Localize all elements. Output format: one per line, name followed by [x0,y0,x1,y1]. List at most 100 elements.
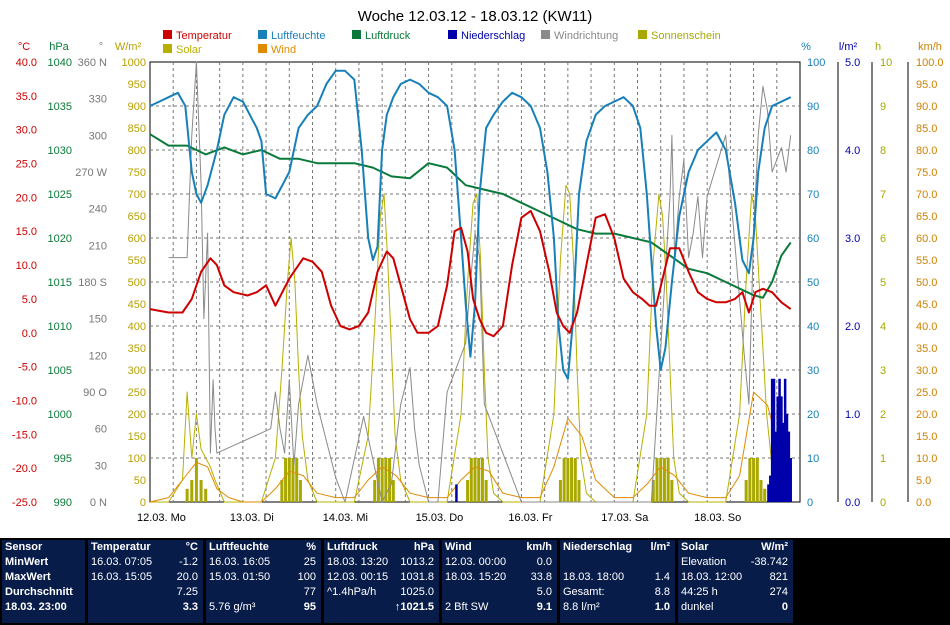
axis-tick-humidity: 60 [807,233,819,245]
axis-tick-temperature: 40.0 [16,57,37,69]
bar-sonnenschein [185,488,189,502]
axis-tick-solar: 150 [128,431,146,443]
x-tick-label: 15.03. Do [416,512,464,524]
stats-row [560,555,675,570]
series [149,61,792,503]
axis-unit-temperature: °C [18,41,30,53]
bar-niederschlag [776,396,779,502]
stats-rain-column: Niederschlag l/m² 18.03. 18:00 1.4 Gesamt:… [560,540,675,623]
x-axis-labels: 12.03. Mo 13.03. Di 14.03. Mi 15.03. Do 16.0… [137,512,741,524]
stats-row: Elevation -38.742 [681,556,788,568]
bar-sonnenschein [651,480,655,502]
bar-sonnenschein [755,458,759,502]
bar-sonnenschein [558,480,562,502]
axis-tick-rain: 2.0 [845,321,860,333]
bar-niederschlag [774,431,778,502]
legend-swatch [163,30,172,39]
axis-tick-sunshine: 9 [880,101,886,113]
axis-tick-solar: 50 [134,475,146,487]
stats-row: 77 [303,586,316,598]
axis-tick-sunshine: 8 [880,145,886,157]
axis-tick-solar: 1000 [122,57,146,69]
axis-tick-solar: 700 [128,189,146,201]
axis-tick-pressure: 1010 [48,321,72,333]
axis-tick-direction: 180 S [78,277,107,289]
stats-row: 18.03. 18:00 1.4 [563,571,670,583]
stats-row-current: dunkel 0 [681,601,788,613]
bar-sonnenschein [373,480,377,502]
stats-row-current: ↑1021.5 [394,601,434,613]
axis-tick-temperature: 10.0 [16,260,37,272]
stats-row: 18.03. 12:00 821 [681,571,788,583]
stats-header: Luftfeuchte% [209,541,316,553]
series-line-wind [149,391,792,503]
axis-tick-pressure: 1035 [48,101,72,113]
axis-tick-temperature: 25.0 [16,159,37,171]
axis-tick-direction: 30 [95,460,107,472]
axis-tick-solar: 750 [128,167,146,179]
bar-sonnenschein [480,458,484,502]
bar-sonnenschein [466,480,470,502]
bar-sonnenschein [763,488,767,502]
bar-sonnenschein [469,458,473,502]
bar-sonnenschein [284,458,288,502]
bar-sonnenschein [562,458,566,502]
axis-tick-solar: 400 [128,321,146,333]
bar-sonnenschein [298,480,302,502]
axis-unit-humidity: % [801,41,811,53]
axis-tick-solar: 100 [128,453,146,465]
bar-sonnenschein [190,480,194,502]
bar-sonnenschein [577,480,581,502]
bar-sonnenschein [655,458,659,502]
stats-row: 15.03. 01:50 100 [209,571,316,583]
legend-swatch [163,44,172,53]
bar-niederschlag [782,422,785,502]
stats-temperature-column: Temperatur °C 16.03. 07:05 -1.2 16.03. 15:… [88,540,203,623]
bar-sonnenschein [295,458,299,502]
axis-tick-wind: 20.0 [916,409,937,421]
axis-tick-direction: 360 N [78,57,107,69]
axis-tick-wind: 55.0 [916,255,937,267]
axis-unit-wind: km/h [918,41,942,53]
bar-niederschlag [783,378,787,502]
legend-label: Solar [176,44,202,56]
axis-tick-direction: 210 [89,240,107,252]
bar-sonnenschein [376,458,380,502]
axis-tick-direction: 270 W [75,167,107,179]
axis-tick-wind: 10.0 [916,453,937,465]
axis-tick-solar: 200 [128,409,146,421]
stats-label-avg: Durchschnitt [5,586,73,598]
axis-tick-wind: 30.0 [916,365,937,377]
axis-tick-humidity: 70 [807,189,819,201]
axis-tick-pressure: 1030 [48,145,72,157]
axis-tick-wind: 50.0 [916,277,937,289]
series-line-luftdruck [149,133,792,299]
x-tick-label: 18.03. So [694,512,741,524]
stats-row: Gesamt: 8.8 [563,586,670,598]
legend-label: Windrichtung [554,30,618,42]
axis-tick-wind: 95.0 [916,79,937,91]
legend-label: Sonnenschein [651,30,721,42]
bar-niederschlag [767,484,770,502]
grid [150,62,800,502]
axis-tick-solar: 900 [128,101,146,113]
axis-tick-rain: 0.0 [845,497,860,509]
stats-header: Solar W/m² [681,541,788,553]
axis-tick-humidity: 40 [807,321,819,333]
axis-unit-solar: W/m² [115,41,142,53]
x-tick-label: 17.03. Sa [601,512,649,524]
bar-sonnenschein [666,458,670,502]
bar-sonnenschein [473,458,477,502]
stats-label-current: 18.03. 23:00 [5,601,67,613]
axis-tick-wind: 40.0 [916,321,937,333]
axis-tick-pressure: 1025 [48,189,72,201]
stats-header: Niederschlag l/m² [563,541,670,553]
axis-tick-rain: 3.0 [845,233,860,245]
axis-tick-sunshine: 5 [880,277,886,289]
axis-tick-solar: 650 [128,211,146,223]
stats-header: Temperatur °C [91,541,198,553]
stats-row: ^1.4hPa/h 1025.0 [327,586,434,598]
bar-sonnenschein [662,458,666,502]
bar-sonnenschein [287,458,291,502]
axis-tick-wind: 35.0 [916,343,937,355]
